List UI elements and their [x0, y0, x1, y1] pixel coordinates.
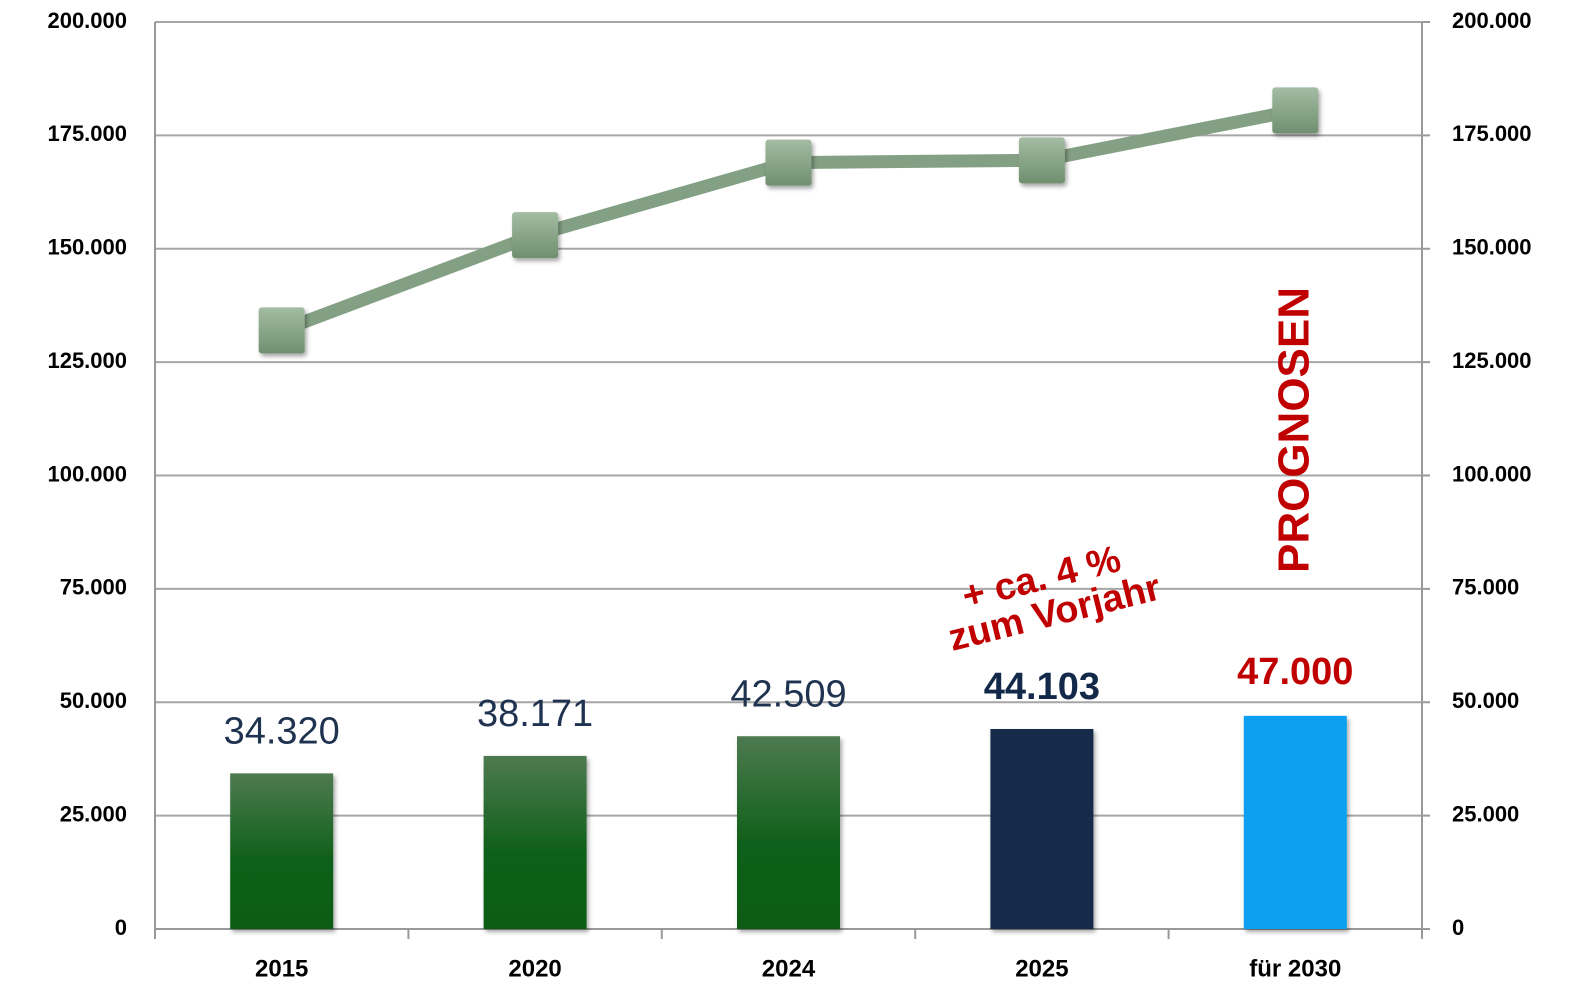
bar	[990, 728, 1094, 929]
line-marker	[258, 307, 305, 354]
line-marker	[765, 139, 812, 186]
x-tick-label: 2025	[1015, 955, 1068, 982]
y2-tick-label: 175.000	[1452, 121, 1532, 146]
y-tick-label: 200.000	[47, 8, 127, 33]
y-tick-label: 125.000	[47, 348, 127, 373]
bar	[737, 736, 840, 929]
y2-tick-label: 0	[1452, 915, 1464, 940]
x-tick-label: für 2030	[1249, 955, 1341, 982]
y2-tick-label: 50.000	[1452, 688, 1519, 713]
y-tick-label: 175.000	[47, 121, 127, 146]
x-tick-label: 2024	[762, 955, 816, 982]
bar	[230, 773, 334, 929]
y-tick-label: 150.000	[47, 235, 127, 260]
bar	[483, 755, 587, 929]
value-label: 44.103	[984, 666, 1100, 708]
y2-tick-label: 75.000	[1452, 575, 1519, 600]
line-marker	[512, 212, 559, 259]
y-tick-label: 25.000	[60, 801, 127, 826]
x-tick-label: 2015	[255, 955, 308, 982]
line-marker	[1272, 87, 1319, 134]
y-tick-label: 50.000	[60, 688, 127, 713]
value-label: 42.509	[730, 673, 846, 715]
y2-tick-label: 25.000	[1452, 801, 1519, 826]
x-tick-label: 2020	[508, 955, 561, 982]
bar	[1243, 715, 1347, 929]
y-tick-label: 0	[115, 915, 127, 940]
value-label: 47.000	[1237, 651, 1353, 693]
annotation: PROGNOSEN	[1270, 287, 1319, 573]
y2-tick-label: 150.000	[1452, 235, 1532, 260]
value-label: 38.171	[477, 693, 593, 735]
value-label: 34.320	[224, 710, 340, 752]
y2-tick-label: 200.000	[1452, 8, 1532, 33]
y-tick-label: 75.000	[60, 575, 127, 600]
y-tick-label: 100.000	[47, 461, 127, 486]
line-marker	[1018, 137, 1065, 184]
y2-tick-label: 100.000	[1452, 461, 1532, 486]
y2-tick-label: 125.000	[1452, 348, 1532, 373]
